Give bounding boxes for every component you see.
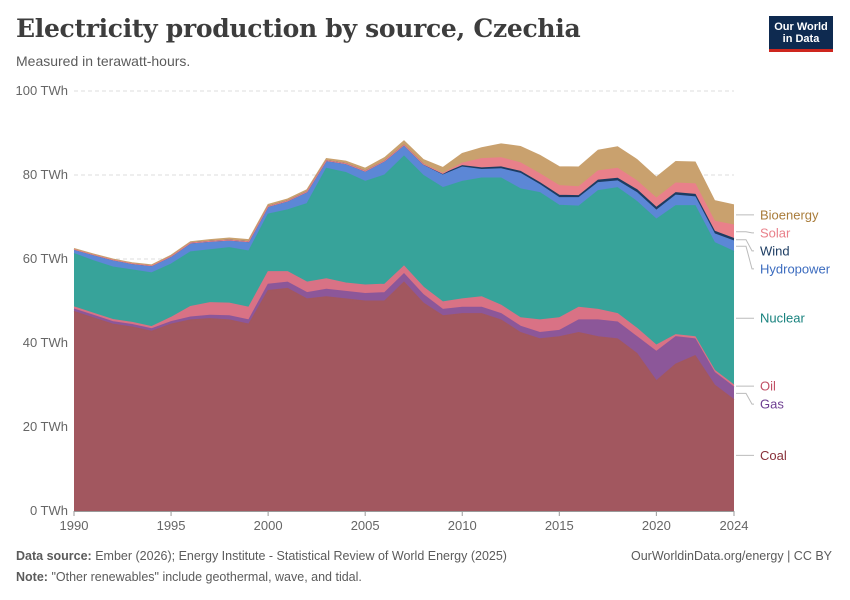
label-connector: [736, 231, 754, 234]
y-tick-label: 80 TWh: [23, 167, 68, 182]
data-source-text[interactable]: Ember (2026); Energy Institute - Statist…: [95, 549, 507, 563]
area-edge-nuclear: [73, 155, 735, 274]
series-label-hydropower[interactable]: Hydropower: [760, 261, 831, 276]
series-label-wind[interactable]: Wind: [760, 243, 790, 258]
chart-note: Note: "Other renewables" include geother…: [16, 570, 362, 584]
y-tick-label: 0 TWh: [30, 503, 68, 518]
x-tick-label: 2005: [351, 518, 380, 533]
area-edge-coal: [73, 281, 735, 401]
x-tick-label: 1990: [60, 518, 89, 533]
chart-title: Electricity production by source, Czechi…: [16, 14, 581, 43]
area-edge-solar: [73, 144, 735, 267]
series-label-bioenergy[interactable]: Bioenergy: [760, 207, 819, 222]
area-nuclear[interactable]: [74, 156, 734, 385]
label-connector: [736, 239, 754, 252]
chart-subtitle: Measured in terawatt-hours.: [16, 53, 191, 69]
series-labels: Bioenergy Solar Wind Hydropower Nuclear Oil Ga…: [736, 207, 831, 463]
x-tick-label: 2010: [448, 518, 477, 533]
y-tick-label: 20 TWh: [23, 419, 68, 434]
logo-line-2: in Data: [782, 33, 820, 45]
area-edge-oil: [73, 265, 735, 386]
label-connector: [736, 245, 754, 270]
series-label-gas[interactable]: Gas: [760, 397, 784, 412]
data-source-label: Data source:: [16, 549, 92, 563]
logo-line-1: Our World: [774, 21, 828, 33]
data-source: Data source: Ember (2026); Energy Instit…: [16, 549, 507, 563]
x-tick-label: 2024: [720, 518, 749, 533]
x-tick-label: 1995: [157, 518, 186, 533]
y-tick-label: 100 TWh: [15, 83, 68, 98]
area-series: [73, 140, 735, 511]
credit-link[interactable]: OurWorldinData.org/energy | CC BY: [630, 549, 832, 563]
area-edge-gas: [73, 272, 735, 388]
y-tick-label: 40 TWh: [23, 335, 68, 350]
label-connector: [736, 392, 754, 405]
area-coal[interactable]: [74, 282, 734, 511]
series-label-oil[interactable]: Oil: [760, 379, 776, 394]
area-bioenergy[interactable]: [74, 140, 734, 266]
owid-logo[interactable]: Our World in Data: [769, 16, 833, 52]
x-tick-label: 2015: [545, 518, 574, 533]
series-label-coal[interactable]: Coal: [760, 448, 787, 463]
y-tick-label: 60 TWh: [23, 251, 68, 266]
axes: 0 TWh 20 TWh 40 TWh 60 TWh 80 TWh 100 TWh 1990…: [15, 83, 748, 533]
series-label-nuclear[interactable]: Nuclear: [760, 311, 805, 326]
x-tick-label: 2020: [642, 518, 671, 533]
x-tick-label: 2000: [254, 518, 283, 533]
note-label: Note:: [16, 570, 48, 584]
note-text: "Other renewables" include geothermal, w…: [51, 570, 362, 584]
series-label-solar[interactable]: Solar: [760, 225, 791, 240]
area-edge-bioenergy: [73, 140, 735, 266]
